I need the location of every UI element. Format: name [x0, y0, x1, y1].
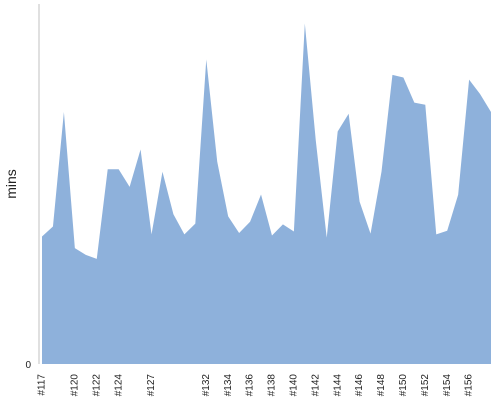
x-tick-label: #144	[332, 374, 343, 397]
x-tick-label: #156	[464, 374, 475, 397]
area-series	[42, 23, 491, 364]
x-tick-label: #132	[201, 374, 212, 397]
x-axis-ticks: #117 #120 #122 #124 #127 #132 #134 #136 #138 #140…	[37, 374, 475, 397]
x-tick-label: #148	[376, 374, 387, 397]
x-tick-label: #152	[420, 374, 431, 397]
x-tick-label: #140	[289, 374, 300, 397]
x-tick-label: #150	[398, 374, 409, 397]
x-tick-label: #127	[146, 374, 157, 397]
x-tick-label: #138	[267, 374, 278, 397]
x-tick-label: #146	[354, 374, 365, 397]
x-tick-label: #122	[91, 374, 102, 397]
x-tick-label: #120	[69, 374, 80, 397]
y-tick-label: 0	[25, 360, 31, 371]
y-axis-ticks: 0	[25, 360, 31, 371]
x-tick-label: #154	[442, 374, 453, 397]
x-tick-label: #117	[37, 374, 48, 396]
y-axis-label: mins	[3, 169, 19, 199]
x-tick-label: #124	[113, 374, 124, 397]
x-tick-label: #142	[310, 374, 321, 397]
x-tick-label: #136	[245, 374, 256, 397]
x-tick-label: #134	[223, 374, 234, 397]
plot-area	[42, 23, 491, 364]
